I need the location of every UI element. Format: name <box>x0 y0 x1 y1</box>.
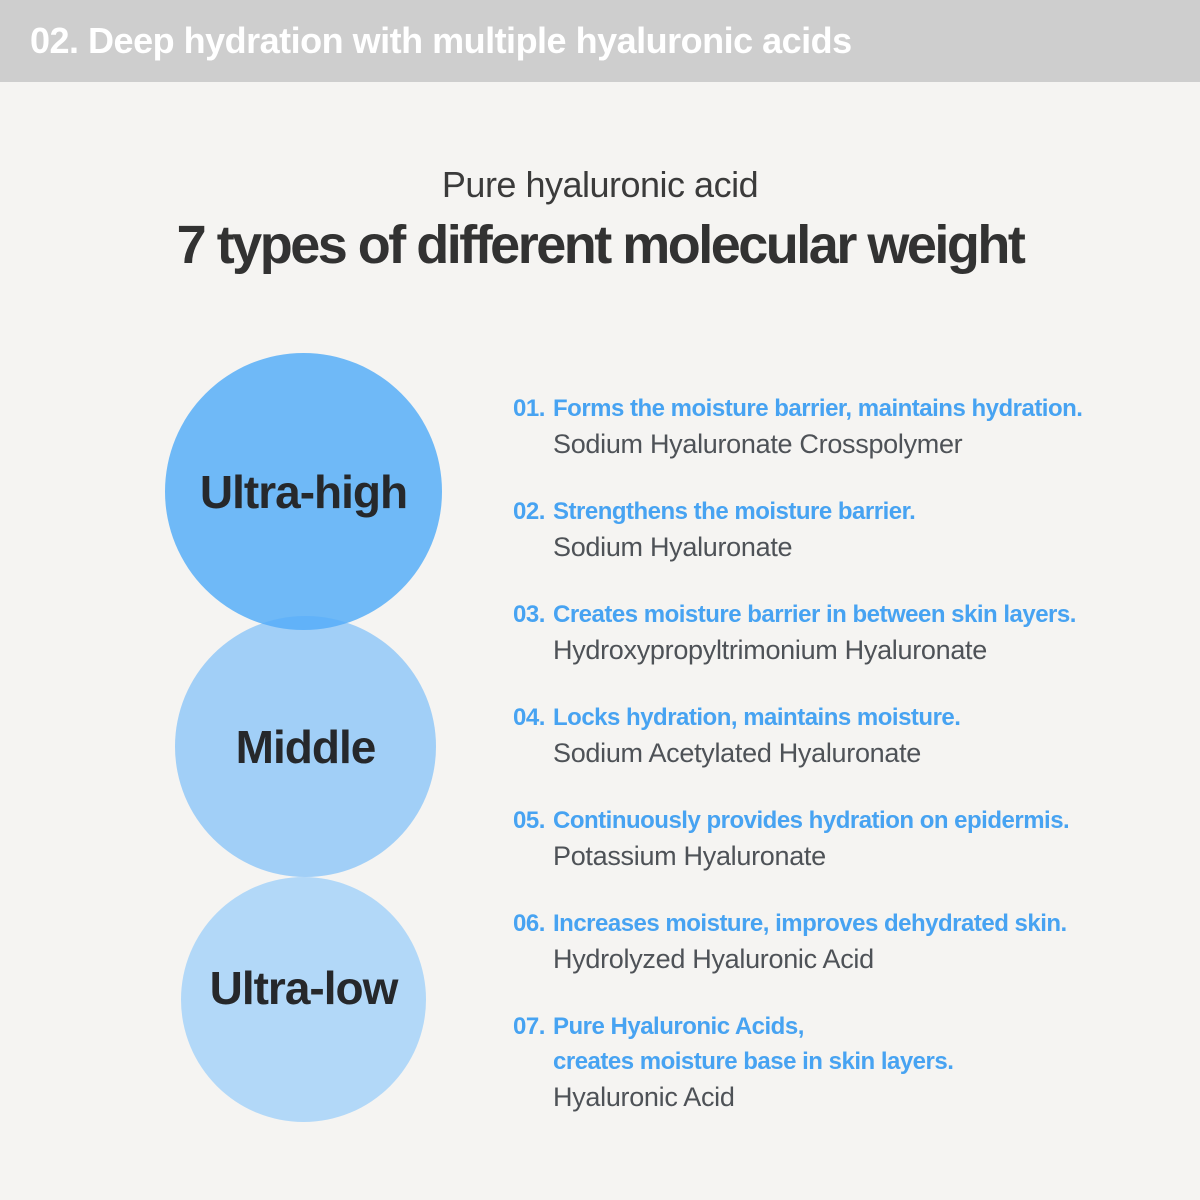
item-03-number: 03. <box>513 601 545 628</box>
item-02-ingredient: Sodium Hyaluronate <box>553 532 793 562</box>
item-07-number: 07. <box>513 1013 545 1040</box>
banner-title: 02. Deep hydration with multiple hyaluro… <box>30 20 852 61</box>
circle-ultra-low-label: Ultra-low <box>209 961 399 1014</box>
list-item-04: 04. Locks hydration, maintains moisture.… <box>513 700 1193 770</box>
item-02-heading: 02. Strengthens the moisture barrier. <box>513 494 1193 529</box>
item-04-ingredient: Sodium Acetylated Hyaluronate <box>553 738 922 768</box>
hyaluronic-acid-list: 01. Forms the moisture barrier, maintain… <box>513 391 1193 1147</box>
circle-middle-label: Middle <box>235 720 377 773</box>
item-04-heading: 04. Locks hydration, maintains moisture. <box>513 700 1193 735</box>
item-06-number: 06. <box>513 910 545 937</box>
page-title: 7 types of different molecular weight <box>176 215 1026 275</box>
list-item-02: 02. Strengthens the moisture barrier. So… <box>513 494 1193 564</box>
item-07-heading: 07. Pure Hyaluronic Acids, creates moist… <box>513 1009 1193 1079</box>
item-01-number: 01. <box>513 395 545 422</box>
item-06-description: Increases moisture, improves dehydrated … <box>553 910 1067 937</box>
item-04-number: 04. <box>513 704 545 731</box>
circle-ultra-low: Ultra-low <box>181 877 426 1122</box>
item-01-ingredient: Sodium Hyaluronate Crosspolymer <box>553 429 963 459</box>
list-item-03: 03. Creates moisture barrier in between … <box>513 597 1193 667</box>
item-05-ingredient: Potassium Hyaluronate <box>553 841 826 871</box>
page-subtitle: Pure hyaluronic acid <box>441 164 759 205</box>
item-05-description: Continuously provides hydration on epide… <box>553 807 1070 834</box>
item-06-ingredient: Hydrolyzed Hyaluronic Acid <box>553 944 874 974</box>
header-banner: 02. Deep hydration with multiple hyaluro… <box>0 0 1200 82</box>
item-03-heading: 03. Creates moisture barrier in between … <box>513 597 1193 632</box>
item-05-number: 05. <box>513 807 545 834</box>
circle-ultra-high-label: Ultra-high <box>199 465 408 518</box>
item-03-description: Creates moisture barrier in between skin… <box>553 601 1076 628</box>
circle-middle: Middle <box>175 616 436 877</box>
item-02-number: 02. <box>513 498 545 525</box>
item-01-heading: 01. Forms the moisture barrier, maintain… <box>513 391 1193 426</box>
item-04-description: Locks hydration, maintains moisture. <box>553 704 961 731</box>
list-item-01: 01. Forms the moisture barrier, maintain… <box>513 391 1193 461</box>
item-05-heading: 05. Continuously provides hydration on e… <box>513 803 1193 838</box>
item-01-description: Forms the moisture barrier, maintains hy… <box>553 395 1083 422</box>
item-07-description: Pure Hyaluronic Acids, creates moisture … <box>553 1013 954 1075</box>
list-item-07: 07. Pure Hyaluronic Acids, creates moist… <box>513 1009 1193 1114</box>
item-03-ingredient: Hydroxypropyltrimonium Hyaluronate <box>553 635 987 665</box>
item-07-ingredient: Hyaluronic Acid <box>553 1082 735 1112</box>
list-item-06: 06. Increases moisture, improves dehydra… <box>513 906 1193 976</box>
item-02-description: Strengthens the moisture barrier. <box>553 498 916 525</box>
list-item-05: 05. Continuously provides hydration on e… <box>513 803 1193 873</box>
circle-ultra-high: Ultra-high <box>165 353 442 630</box>
item-06-heading: 06. Increases moisture, improves dehydra… <box>513 906 1193 941</box>
